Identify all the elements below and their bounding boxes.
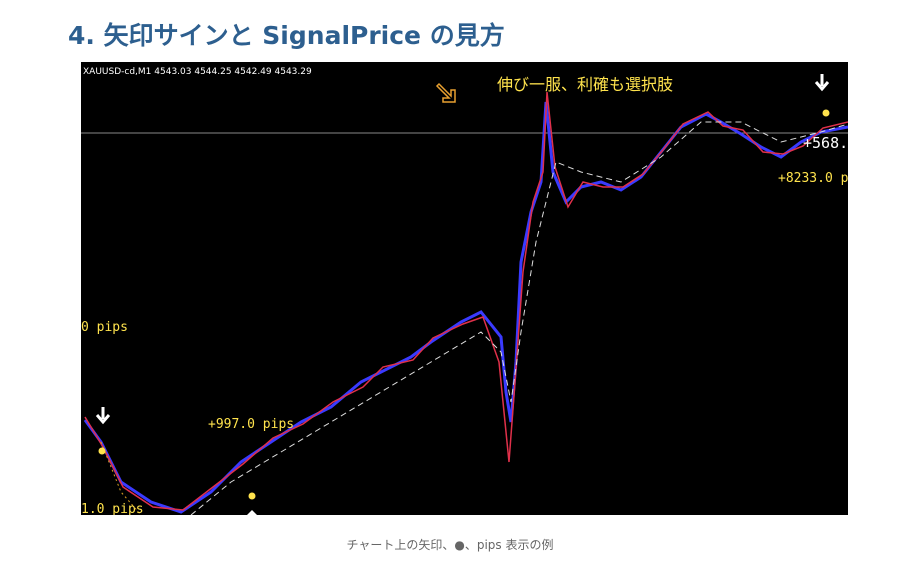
pips-label: +8233.0 p xyxy=(778,171,848,186)
signal-dot xyxy=(98,447,106,455)
pips-label: +568. xyxy=(803,134,848,152)
chart-screenshot: XAUUSD-cd,M1 4543.03 4544.25 4542.49 454… xyxy=(81,62,848,515)
sell-arrow xyxy=(95,407,111,425)
buy-arrow xyxy=(247,510,257,515)
section-title: 4. 矢印サインと SignalPrice の見方 xyxy=(68,21,505,50)
signal-dot xyxy=(822,109,830,117)
pips-label: 1.0 pips xyxy=(81,502,144,515)
chart-background xyxy=(81,62,848,515)
annotation: 伸び一服、利確も選択肢 xyxy=(497,75,673,94)
pips-label: +997.0 pips xyxy=(208,417,294,432)
pips-label: 0 pips xyxy=(81,320,128,335)
caption: チャート上の矢印、●、pips 表示の例 xyxy=(346,538,554,552)
arrow-icon xyxy=(435,82,456,103)
sell-arrow xyxy=(814,74,830,92)
symbol-info: XAUUSD-cd,M1 4543.03 4544.25 4542.49 454… xyxy=(83,67,312,77)
candles-red xyxy=(84,91,848,511)
signal-dot xyxy=(248,492,256,500)
